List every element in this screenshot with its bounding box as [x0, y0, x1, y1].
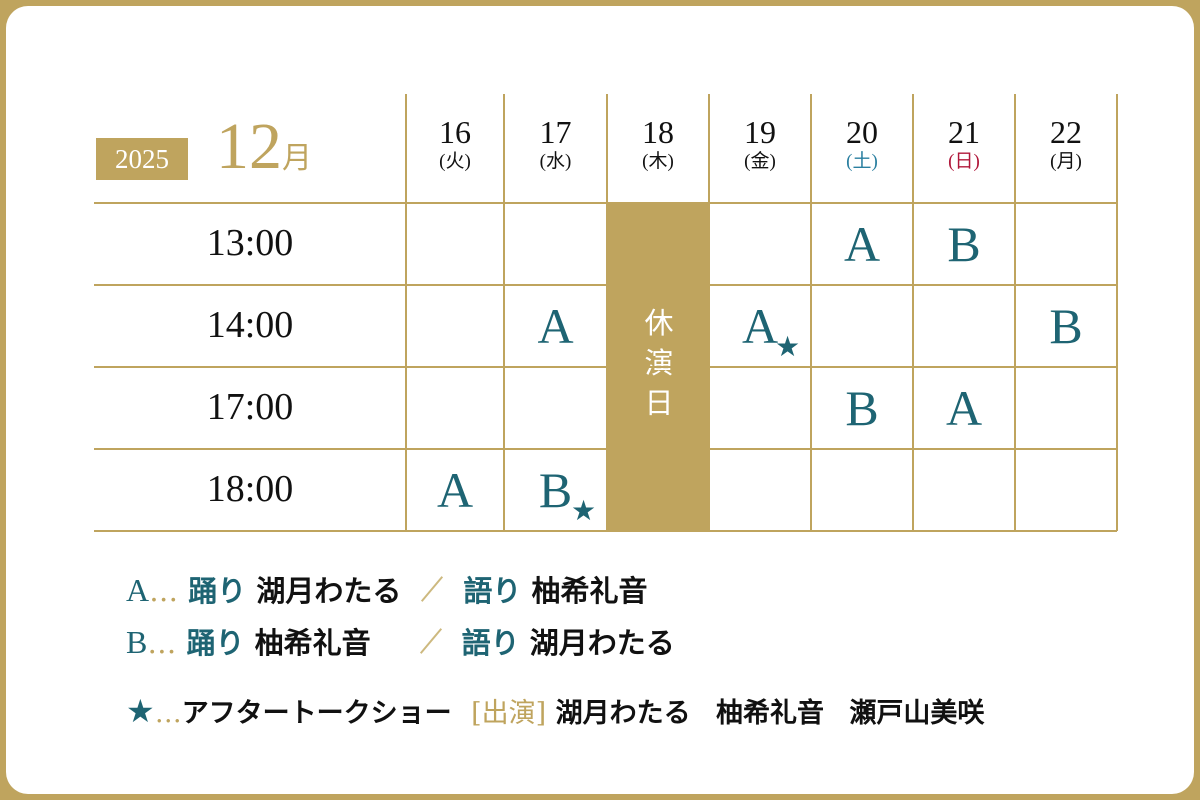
grid-line-vertical [912, 94, 914, 531]
legend-dots: … [149, 574, 179, 608]
day-header: 16 (火) [406, 114, 504, 174]
time-slot: 17:00 [206, 386, 294, 428]
cast-member: 湖月わたる [555, 698, 691, 729]
weekday: (金) [744, 151, 776, 172]
legend-letter: A [126, 572, 150, 608]
after-talk-title: アフタートークショー [181, 698, 452, 729]
day-number: 20 [846, 114, 878, 150]
day-header: 20 (土) [811, 114, 913, 174]
legend-letter: B [126, 624, 148, 660]
schedule-card: 2025 12月 休 演 日 16 (火) 17 (水) 18 (木) 19 (金) 20 (土) 2… [6, 6, 1194, 794]
legend-dots: … [154, 698, 182, 729]
divider [419, 628, 442, 654]
time-slot: 18:00 [206, 468, 294, 510]
grid-line-vertical [405, 94, 407, 531]
grid-line-horizontal [94, 284, 1117, 286]
dance-performer: 柚希礼音 [254, 626, 371, 660]
narration-label: 語り [463, 574, 522, 608]
star-icon: ★ [571, 494, 597, 527]
time-slot: 14:00 [206, 304, 294, 346]
cast-member: 瀬戸山美咲 [849, 698, 985, 729]
day-number: 22 [1050, 114, 1082, 150]
dance-performer: 湖月わたる [256, 574, 402, 608]
performance-cast-a: A [537, 298, 574, 354]
grid-line-horizontal [94, 366, 1117, 368]
month-suffix: 月 [282, 142, 312, 175]
day-header: 21 (日) [913, 114, 1015, 174]
month-title: 12月 [216, 112, 312, 194]
legend-dots: … [147, 626, 177, 660]
grid-line-vertical [1116, 94, 1118, 531]
grid-line-vertical [708, 94, 710, 531]
performance-cast-b: B [947, 216, 981, 272]
grid-line-horizontal [94, 530, 1117, 532]
weekday: (土) [846, 151, 878, 172]
weekday: (木) [642, 151, 674, 172]
performance-cast-a: A [436, 462, 474, 518]
cast-label: [出演] [471, 698, 547, 729]
day-number: 19 [744, 114, 776, 150]
dance-label: 踊り [186, 626, 245, 660]
weekday: (火) [439, 151, 471, 172]
day-header: 18 (木) [607, 114, 709, 174]
performance-cast-a: A [945, 380, 983, 436]
narration-performer: 湖月わたる [529, 626, 675, 660]
dance-label: 踊り [188, 574, 247, 608]
narration-performer: 柚希礼音 [531, 574, 648, 608]
legend-b: B… 踊り 柚希礼音 語り 湖月わたる [126, 620, 675, 662]
month-number: 12 [216, 110, 282, 183]
time-slot: 13:00 [206, 222, 294, 264]
weekday: (日) [948, 151, 980, 172]
performance-cast-b: B [1049, 298, 1083, 354]
performance-cast-b: B [845, 380, 879, 436]
weekday: (水) [539, 151, 572, 172]
performance-cast-b: B [538, 462, 573, 518]
performance-cast-a: A [741, 298, 779, 354]
year-badge: 2025 [96, 138, 188, 180]
day-number: 18 [642, 114, 674, 150]
rest-day-label: 休 演 日 [644, 306, 674, 420]
divider [421, 576, 444, 602]
grid-line-vertical [606, 94, 608, 531]
cast-member: 柚希礼音 [715, 698, 824, 729]
day-header: 19 (金) [709, 114, 811, 174]
legend-star: ★…アフタートークショー [出演] 湖月わたる 柚希礼音 瀬戸山美咲 [126, 691, 984, 730]
grid-line-vertical [503, 94, 505, 531]
day-header: 22 (月) [1015, 114, 1117, 174]
grid-line-vertical [1014, 94, 1016, 531]
legend-a: A… 踊り 湖月わたる 語り 柚希礼音 [126, 568, 648, 610]
day-number: 16 [439, 114, 471, 150]
narration-label: 語り [461, 626, 520, 660]
grid-line-horizontal [94, 202, 1117, 204]
day-number: 17 [539, 114, 572, 150]
day-header: 17 (水) [504, 114, 607, 174]
weekday: (月) [1050, 151, 1082, 172]
grid-line-vertical [810, 94, 812, 531]
day-number: 21 [948, 114, 980, 150]
performance-cast-a: A [843, 216, 881, 272]
star-icon: ★ [775, 330, 801, 363]
schedule-table: 2025 12月 休 演 日 16 (火) 17 (水) 18 (木) 19 (金) 20 (土) 2… [94, 94, 1118, 532]
grid-line-horizontal [94, 448, 1117, 450]
star-icon: ★ [126, 692, 155, 730]
